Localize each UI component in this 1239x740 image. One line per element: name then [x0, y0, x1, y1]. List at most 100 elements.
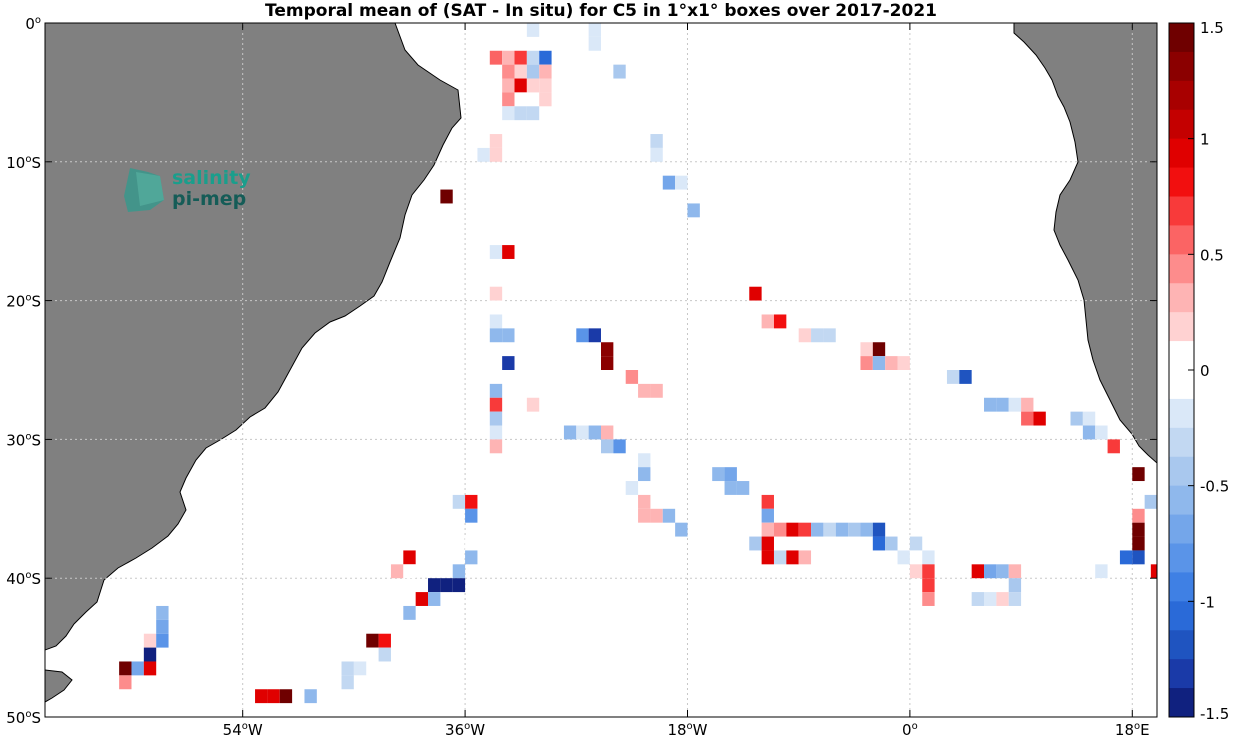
data-cell	[279, 689, 293, 704]
data-cell	[1132, 508, 1145, 523]
data-cell	[489, 258, 503, 273]
data-cell	[465, 550, 478, 565]
data-cell	[1144, 494, 1157, 509]
data-cell	[563, 425, 577, 440]
data-cell	[687, 203, 700, 218]
data-cell	[1132, 550, 1145, 565]
y-tick-label-4: 40oS	[6, 570, 41, 588]
data-cell	[526, 23, 540, 37]
data-cell	[872, 536, 886, 551]
data-cell	[625, 481, 639, 495]
data-cell	[1033, 411, 1046, 426]
data-cell	[638, 467, 651, 482]
data-cell	[526, 217, 540, 232]
data-cell	[526, 78, 540, 93]
data-cell	[341, 661, 354, 676]
data-cell	[131, 661, 144, 676]
data-cell	[403, 564, 416, 579]
data-cell	[1095, 425, 1108, 440]
colorbar-tick-label: 1	[1200, 131, 1210, 149]
data-cell	[119, 675, 132, 690]
data-cell	[502, 64, 515, 79]
salinity-pi-mep-logo: salinity pi-mep	[124, 167, 251, 212]
data-cell	[465, 508, 478, 523]
data-cell	[539, 78, 552, 93]
data-cell	[378, 647, 391, 662]
data-cell	[502, 106, 515, 121]
colorbar-segment	[1169, 572, 1194, 602]
data-cell	[1021, 411, 1034, 426]
data-cell	[489, 328, 503, 343]
data-cell	[489, 411, 503, 426]
data-cell	[996, 564, 1009, 579]
colorbar-segment	[1169, 341, 1194, 371]
data-cell	[1008, 578, 1022, 593]
data-cell	[1008, 564, 1022, 579]
data-cell	[489, 425, 503, 440]
data-cell	[1082, 425, 1096, 440]
data-cell	[588, 36, 601, 51]
colorbar-segment	[1169, 283, 1194, 313]
data-cell	[489, 439, 503, 454]
colorbar-segment	[1169, 138, 1194, 169]
data-cell	[489, 245, 503, 259]
data-cell	[489, 272, 503, 287]
data-cell	[440, 578, 453, 593]
colorbar-segment	[1169, 398, 1194, 429]
data-cell	[588, 425, 601, 440]
data-cell	[613, 439, 626, 454]
data-cell	[872, 356, 886, 370]
data-cell	[984, 592, 997, 606]
data-cell	[539, 36, 552, 51]
data-cell	[786, 522, 799, 537]
data-cell	[502, 78, 515, 93]
data-cell	[773, 314, 787, 329]
data-cell	[489, 300, 503, 315]
data-cell	[650, 147, 663, 162]
data-cell	[1008, 397, 1022, 412]
data-cell	[959, 370, 972, 384]
data-cell	[736, 481, 750, 495]
data-cell	[971, 592, 985, 606]
data-cell	[440, 189, 453, 204]
x-tick-label-3: 0o	[902, 721, 918, 739]
data-cell	[526, 106, 540, 121]
data-cell	[452, 578, 466, 593]
data-cell	[909, 564, 923, 579]
colorbar-segment	[1169, 485, 1194, 516]
data-cell	[761, 314, 774, 329]
data-cell	[502, 50, 515, 65]
data-cell	[588, 23, 601, 37]
data-cell	[675, 522, 688, 537]
data-cell	[539, 64, 552, 79]
data-cell	[514, 64, 527, 79]
data-cell	[403, 605, 416, 620]
data-cell	[366, 633, 379, 648]
map-title: Temporal mean of (SAT - In situ) for C5 …	[265, 1, 937, 21]
data-cell	[514, 92, 527, 107]
data-cell	[761, 536, 774, 551]
data-cell	[761, 494, 774, 509]
x-tick-label-2: 18oW	[667, 721, 707, 739]
data-cell	[811, 328, 824, 343]
data-cell	[526, 397, 540, 412]
data-cell	[724, 467, 737, 482]
data-cell	[601, 439, 614, 454]
data-cell	[798, 328, 812, 343]
data-cell	[576, 328, 589, 343]
colorbar-segment	[1169, 23, 1194, 53]
data-cell	[267, 689, 280, 704]
colorbar-tick-label: 0	[1200, 362, 1210, 380]
data-cell	[304, 689, 317, 704]
logo-text-pi-mep: pi-mep	[172, 188, 246, 210]
data-cell	[749, 300, 762, 315]
data-cells	[119, 23, 1157, 704]
x-axis-ticks: 54oW 36oW 18oW 0o 18oE	[223, 23, 1150, 739]
data-cell	[489, 286, 503, 301]
data-cell	[638, 383, 651, 398]
data-cell	[465, 536, 478, 551]
data-cell	[922, 592, 935, 606]
data-cell	[341, 675, 354, 690]
data-cell	[588, 328, 601, 343]
